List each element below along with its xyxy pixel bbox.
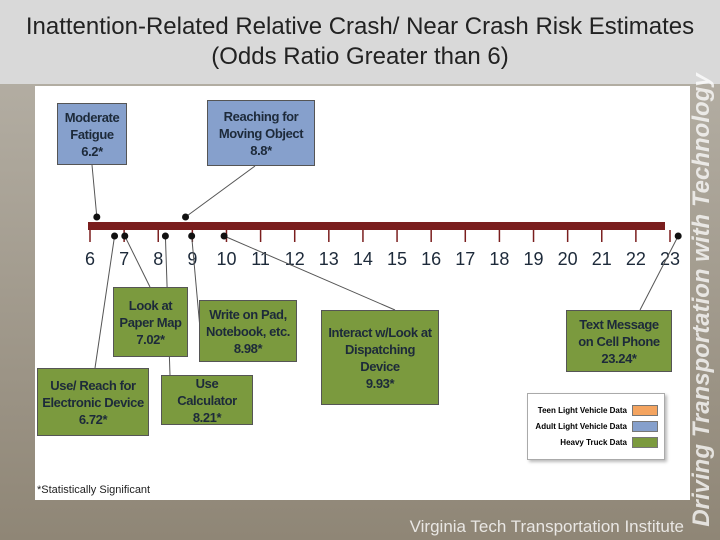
- label-box: Moderate Fatigue 6.2*: [57, 103, 127, 165]
- value-label: 6.2*: [81, 143, 103, 159]
- category-label: Text Message on Cell Phone: [578, 316, 660, 349]
- x-tick-label: 16: [421, 249, 441, 269]
- label-box: Look at Paper Map 7.02*: [113, 287, 188, 357]
- legend-label: Adult Light Vehicle Data: [535, 421, 627, 431]
- x-tick-label: 17: [455, 249, 475, 269]
- x-tick-label: 9: [187, 249, 197, 269]
- value-label: 8.21*: [192, 409, 222, 425]
- legend-label: Teen Light Vehicle Data: [537, 405, 627, 415]
- leader-line: [223, 235, 396, 311]
- leader-line: [91, 164, 98, 218]
- footer: Virginia Tech Transportation Institute: [409, 517, 684, 536]
- dot: [161, 232, 169, 240]
- value-label: 7.02*: [136, 331, 165, 347]
- x-tick-label: 6: [85, 249, 95, 269]
- legend-swatch: [632, 420, 658, 432]
- x-tick-label: 14: [353, 249, 373, 269]
- label-box: Write on Pad, Notebook, etc. 8.98*: [199, 300, 297, 362]
- leader-line: [124, 235, 151, 288]
- dot: [182, 213, 190, 221]
- side-text: Driving Transportation with Technology: [688, 73, 715, 527]
- slide-title: Inattention-Related Relative Crash/ Near…: [0, 0, 720, 84]
- value-label: 8.8*: [250, 142, 272, 158]
- category-label: Write on Pad, Notebook, etc.: [206, 306, 290, 339]
- category-label: Interact w/Look at Dispatching Device: [328, 324, 432, 374]
- x-tick-label: 8: [153, 249, 163, 269]
- leader-line: [185, 165, 256, 218]
- leader-line: [94, 235, 116, 369]
- dot: [220, 232, 228, 240]
- legend-entry: Heavy Truck Data: [534, 434, 658, 450]
- legend-label: Heavy Truck Data: [560, 437, 627, 447]
- label-box: Text Message on Cell Phone 23.24*: [566, 310, 672, 372]
- legend-swatch: [632, 404, 658, 416]
- category-label: Moderate Fatigue: [64, 109, 120, 142]
- dot: [93, 213, 101, 221]
- category-label: Use/ Reach for Electronic Device: [42, 377, 144, 410]
- x-tick-label: 7: [119, 249, 129, 269]
- value-label: 23.24*: [601, 350, 637, 366]
- label-box: Interact w/Look at Dispatching Device 9.9…: [321, 310, 439, 405]
- legend: Teen Light Vehicle Data Adult Light Vehic…: [527, 393, 665, 460]
- x-tick-label: 12: [285, 249, 305, 269]
- legend-entry: Teen Light Vehicle Data: [534, 402, 658, 418]
- x-tick-label: 10: [216, 249, 236, 269]
- dot: [121, 232, 129, 240]
- dot: [188, 232, 196, 240]
- x-tick-label: 22: [626, 249, 646, 269]
- category-label: Look at Paper Map: [119, 297, 182, 330]
- legend-entry: Adult Light Vehicle Data: [534, 418, 658, 434]
- axis-bar: [88, 222, 665, 230]
- value-label: 8.98*: [233, 340, 263, 356]
- label-box: Use/ Reach for Electronic Device 6.72*: [37, 368, 149, 436]
- dot: [111, 232, 119, 240]
- legend-swatch: [632, 436, 658, 448]
- dot: [674, 232, 682, 240]
- value-label: 6.72*: [78, 411, 108, 427]
- label-box: Reaching for Moving Object 8.8*: [207, 100, 315, 166]
- x-tick-label: 15: [387, 249, 407, 269]
- footnote: *Statistically Significant: [37, 484, 151, 496]
- category-label: Use Calculator: [177, 375, 237, 408]
- x-tick-label: 20: [558, 249, 578, 269]
- category-label: Reaching for Moving Object: [218, 108, 304, 141]
- x-tick-label: 13: [319, 249, 339, 269]
- x-tick-label: 19: [524, 249, 544, 269]
- x-tick-label: 23: [660, 249, 680, 269]
- leader-line: [639, 235, 679, 311]
- value-label: 9.93*: [365, 375, 395, 391]
- x-tick-label: 21: [592, 249, 612, 269]
- label-box: Use Calculator 8.21*: [161, 375, 253, 425]
- x-tick-label: 18: [489, 249, 509, 269]
